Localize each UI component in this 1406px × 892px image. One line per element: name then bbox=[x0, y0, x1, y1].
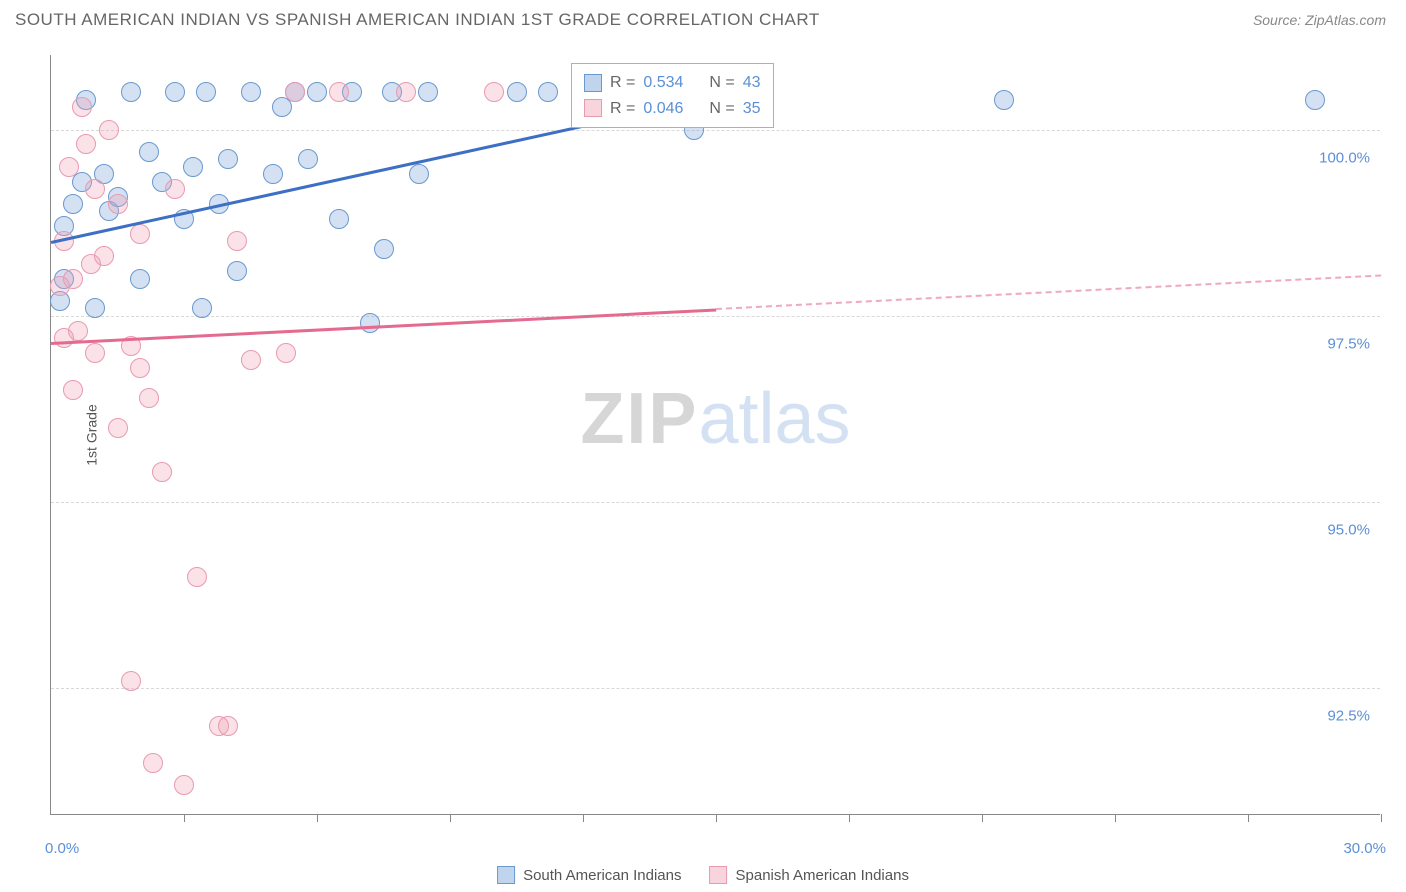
source-attribution: Source: ZipAtlas.com bbox=[1253, 12, 1386, 28]
data-point bbox=[538, 82, 558, 102]
data-point bbox=[329, 82, 349, 102]
data-point bbox=[298, 149, 318, 169]
x-axis-min-label: 0.0% bbox=[45, 840, 79, 857]
x-axis-max-label: 30.0% bbox=[1343, 840, 1386, 857]
gridline bbox=[51, 502, 1380, 503]
data-point bbox=[72, 97, 92, 117]
scatter-chart: 1st Grade ZIPatlas R =0.534N =43R =0.046… bbox=[50, 55, 1380, 815]
data-point bbox=[94, 246, 114, 266]
legend-swatch bbox=[497, 866, 515, 884]
y-tick-label: 95.0% bbox=[1327, 522, 1370, 539]
watermark: ZIPatlas bbox=[580, 378, 850, 460]
data-point bbox=[108, 194, 128, 214]
data-point bbox=[263, 164, 283, 184]
x-tick bbox=[1115, 814, 1116, 822]
data-point bbox=[139, 142, 159, 162]
legend-label: South American Indians bbox=[523, 867, 681, 884]
data-point bbox=[396, 82, 416, 102]
chart-header: SOUTH AMERICAN INDIAN VS SPANISH AMERICA… bbox=[0, 0, 1406, 35]
legend-bottom: South American Indians Spanish American I… bbox=[497, 866, 909, 884]
x-tick bbox=[583, 814, 584, 822]
data-point bbox=[218, 149, 238, 169]
legend-item: Spanish American Indians bbox=[710, 866, 909, 884]
data-point bbox=[165, 179, 185, 199]
legend-swatch bbox=[584, 74, 602, 92]
stats-legend-box: R =0.534N =43R =0.046N =35 bbox=[571, 63, 774, 128]
data-point bbox=[994, 90, 1014, 110]
data-point bbox=[276, 343, 296, 363]
data-point bbox=[121, 671, 141, 691]
data-point bbox=[85, 343, 105, 363]
x-tick bbox=[184, 814, 185, 822]
legend-swatch bbox=[710, 866, 728, 884]
data-point bbox=[183, 157, 203, 177]
y-axis-label: 1st Grade bbox=[84, 404, 100, 465]
data-point bbox=[63, 194, 83, 214]
data-point bbox=[218, 716, 238, 736]
data-point bbox=[307, 82, 327, 102]
data-point bbox=[85, 179, 105, 199]
data-point bbox=[59, 157, 79, 177]
data-point bbox=[130, 224, 150, 244]
y-tick-label: 97.5% bbox=[1327, 335, 1370, 352]
x-tick bbox=[716, 814, 717, 822]
y-tick-label: 92.5% bbox=[1327, 708, 1370, 725]
data-point bbox=[329, 209, 349, 229]
gridline bbox=[51, 316, 1380, 317]
data-point bbox=[187, 567, 207, 587]
data-point bbox=[285, 82, 305, 102]
data-point bbox=[121, 82, 141, 102]
data-point bbox=[241, 82, 261, 102]
stats-row: R =0.046N =35 bbox=[584, 96, 761, 122]
stats-row: R =0.534N =43 bbox=[584, 70, 761, 96]
data-point bbox=[1305, 90, 1325, 110]
data-point bbox=[63, 269, 83, 289]
data-point bbox=[130, 358, 150, 378]
data-point bbox=[360, 313, 380, 333]
data-point bbox=[143, 753, 163, 773]
data-point bbox=[85, 298, 105, 318]
x-tick bbox=[317, 814, 318, 822]
legend-item: South American Indians bbox=[497, 866, 681, 884]
data-point bbox=[130, 269, 150, 289]
data-point bbox=[507, 82, 527, 102]
data-point bbox=[139, 388, 159, 408]
data-point bbox=[108, 418, 128, 438]
data-point bbox=[63, 380, 83, 400]
data-point bbox=[76, 134, 96, 154]
data-point bbox=[409, 164, 429, 184]
gridline bbox=[51, 130, 1380, 131]
data-point bbox=[374, 239, 394, 259]
data-point bbox=[174, 775, 194, 795]
data-point bbox=[99, 120, 119, 140]
trend-line bbox=[51, 308, 716, 344]
gridline bbox=[51, 688, 1380, 689]
data-point bbox=[152, 462, 172, 482]
x-tick bbox=[1381, 814, 1382, 822]
legend-label: Spanish American Indians bbox=[736, 867, 909, 884]
data-point bbox=[241, 350, 261, 370]
legend-swatch bbox=[584, 99, 602, 117]
data-point bbox=[227, 261, 247, 281]
x-tick bbox=[849, 814, 850, 822]
data-point bbox=[418, 82, 438, 102]
x-tick bbox=[450, 814, 451, 822]
y-tick-label: 100.0% bbox=[1319, 149, 1370, 166]
x-tick bbox=[982, 814, 983, 822]
data-point bbox=[165, 82, 185, 102]
trend-line bbox=[716, 275, 1381, 311]
data-point bbox=[196, 82, 216, 102]
chart-title: SOUTH AMERICAN INDIAN VS SPANISH AMERICA… bbox=[15, 10, 820, 30]
data-point bbox=[484, 82, 504, 102]
x-tick bbox=[1248, 814, 1249, 822]
data-point bbox=[227, 231, 247, 251]
data-point bbox=[68, 321, 88, 341]
data-point bbox=[192, 298, 212, 318]
source-link[interactable]: ZipAtlas.com bbox=[1305, 12, 1386, 28]
